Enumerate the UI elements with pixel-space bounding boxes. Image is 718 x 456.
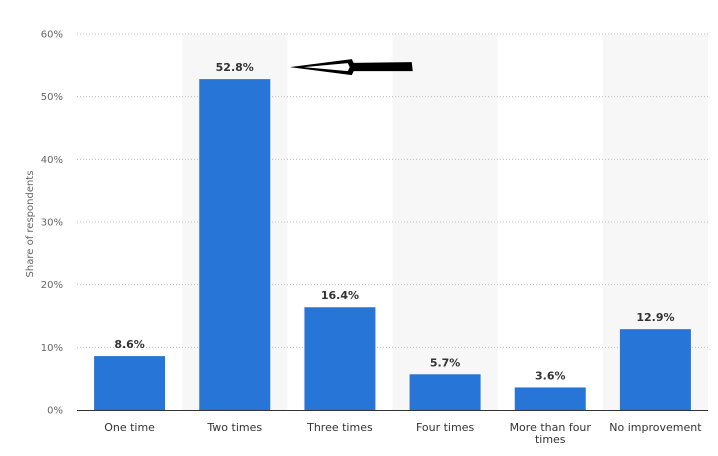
x-axis-ticks: One time Two times Three times Four times Mo… bbox=[104, 421, 702, 446]
bar bbox=[514, 387, 586, 410]
gridlines bbox=[77, 33, 708, 348]
bar bbox=[619, 329, 691, 410]
bar bbox=[409, 374, 481, 410]
bar bbox=[199, 79, 271, 411]
y-tick-label: 10% bbox=[41, 343, 63, 354]
data-label: 8.6% bbox=[114, 338, 145, 351]
data-label: 12.9% bbox=[636, 311, 674, 324]
x-tick-label: One time bbox=[104, 421, 155, 434]
data-label: 3.6% bbox=[535, 369, 566, 382]
y-tick-label: 30% bbox=[41, 218, 63, 229]
bar bbox=[304, 307, 376, 410]
category-band bbox=[392, 34, 498, 410]
data-label: 5.7% bbox=[430, 356, 461, 369]
y-tick-label: 40% bbox=[41, 155, 63, 166]
y-axis-title: Share of respondents bbox=[25, 171, 36, 278]
y-tick-label: 0% bbox=[47, 406, 63, 417]
arrow-annotation bbox=[289, 59, 413, 76]
x-tick-label: No improvement bbox=[609, 421, 702, 434]
x-tick-label: Two times bbox=[206, 421, 262, 434]
x-tick-label: Three times bbox=[306, 421, 373, 434]
bar bbox=[94, 356, 166, 410]
arrow-head-inner bbox=[303, 63, 350, 72]
x-tick-label: Four times bbox=[416, 421, 475, 434]
bars bbox=[94, 79, 691, 411]
data-labels: 8.6% 52.8% 16.4% 5.7% 3.6% 12.9% bbox=[114, 61, 674, 382]
y-tick-label: 20% bbox=[41, 280, 63, 291]
data-label: 52.8% bbox=[216, 61, 254, 74]
y-tick-label: 60% bbox=[41, 30, 63, 41]
x-tick-label: More than four bbox=[510, 421, 592, 434]
x-tick-label: times bbox=[535, 433, 566, 446]
y-tick-label: 50% bbox=[41, 92, 63, 103]
y-axis-ticks: 0% 10% 20% 30% 40% 50% 60% bbox=[41, 30, 63, 417]
data-label: 16.4% bbox=[321, 289, 359, 302]
